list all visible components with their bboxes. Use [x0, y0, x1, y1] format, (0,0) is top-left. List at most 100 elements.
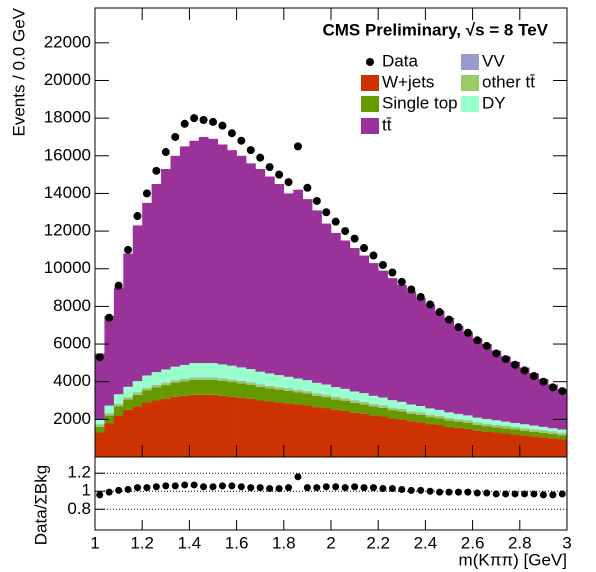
- ratio-point: [228, 482, 236, 490]
- bar-segment: [104, 405, 115, 414]
- y-tick-label: 2000: [53, 409, 91, 428]
- bar-segment: [472, 338, 483, 418]
- bar-segment: [340, 410, 351, 457]
- bar-segment: [482, 423, 492, 425]
- bar-segment: [425, 415, 436, 418]
- data-point: [199, 116, 208, 125]
- bar-segment: [491, 424, 502, 426]
- data-point: [237, 136, 246, 145]
- legend-marker: [366, 58, 374, 66]
- bar-segment: [302, 405, 313, 457]
- bar-segment: [246, 369, 256, 383]
- bar-segment: [491, 427, 502, 433]
- bar-segment: [463, 420, 473, 422]
- bar-segment: [463, 421, 473, 423]
- bar-segment: [123, 409, 134, 457]
- bar-segment: [331, 399, 341, 410]
- bar-segment: [113, 403, 124, 405]
- bar-segment: [500, 421, 511, 426]
- bar-segment: [434, 415, 445, 417]
- legend-label: other tt̄: [482, 72, 535, 91]
- bar-segment: [406, 411, 417, 414]
- bar-segment: [179, 378, 190, 380]
- bar-segment: [359, 393, 370, 402]
- bar-segment: [519, 428, 530, 429]
- bar-segment: [123, 399, 134, 410]
- bar-segment: [359, 401, 370, 403]
- bar-segment: [321, 394, 332, 396]
- bar-segment: [293, 404, 303, 457]
- bar-segment: [529, 431, 539, 437]
- bar-segment: [387, 407, 398, 409]
- bar-segment: [529, 436, 539, 457]
- bar-segment: [519, 430, 530, 436]
- bar-segment: [359, 402, 370, 405]
- y-tick-label: 8000: [53, 296, 91, 315]
- bar-segment: [132, 394, 143, 407]
- bar-segment: [274, 184, 285, 376]
- bar-segment: [161, 398, 171, 457]
- bar-segment: [331, 397, 341, 400]
- bar-segment: [151, 372, 162, 385]
- bar-segment: [189, 379, 200, 395]
- bar-segment: [444, 418, 455, 421]
- ratio-point: [511, 490, 519, 498]
- bar-segment: [274, 375, 285, 388]
- y-tick-label: 10000: [44, 258, 91, 277]
- data-point: [114, 281, 123, 290]
- data-point: [161, 148, 170, 157]
- bar-segment: [491, 350, 502, 421]
- legend-swatch: [461, 75, 479, 91]
- data-point: [445, 315, 453, 324]
- ratio-point: [162, 482, 170, 490]
- legend-swatch: [461, 96, 479, 112]
- legend-label: tt̄: [382, 115, 392, 134]
- bar-segment: [378, 397, 388, 406]
- data-point: [463, 328, 472, 337]
- data-point: [407, 285, 416, 294]
- bar-segment: [548, 428, 558, 432]
- bar-segment: [236, 367, 247, 381]
- bar-segment: [132, 225, 143, 382]
- data-point: [511, 360, 520, 369]
- data-point: [520, 366, 529, 375]
- bar-segment: [548, 438, 558, 457]
- y-tick-label: 1: [82, 481, 91, 500]
- bar-segment: [368, 404, 379, 407]
- bar-segment: [217, 380, 228, 396]
- ratio-point: [445, 488, 453, 496]
- bar-segment: [161, 383, 171, 386]
- bar-segment: [293, 378, 303, 390]
- data-point: [95, 353, 104, 362]
- bar-segment: [482, 424, 492, 427]
- data-point: [539, 377, 548, 386]
- bar-segment: [255, 371, 266, 385]
- bar-segment: [519, 367, 530, 425]
- bar-segment: [236, 397, 247, 457]
- bar-segment: [161, 385, 171, 399]
- data-point: [246, 146, 255, 155]
- bar-segment: [264, 385, 275, 387]
- ratio-point: [237, 483, 245, 491]
- bar-segment: [255, 386, 266, 401]
- ratio-point: [360, 484, 368, 492]
- x-tick-label: 1.4: [178, 533, 202, 552]
- y-tick-label: 0.8: [67, 499, 91, 518]
- ratio-point: [369, 484, 377, 492]
- data-point: [454, 323, 463, 332]
- bar-segment: [434, 409, 445, 416]
- bar-segment: [255, 384, 266, 386]
- bar-segment: [368, 415, 379, 457]
- bar-segment: [274, 389, 285, 403]
- data-point: [218, 121, 227, 130]
- bar-segment: [217, 144, 228, 365]
- bar-segment: [425, 304, 436, 409]
- bar-segment: [113, 415, 124, 457]
- bar-segment: [246, 398, 256, 457]
- bar-segment: [208, 379, 219, 395]
- x-tick-label: 2.6: [461, 533, 485, 552]
- bar-segment: [340, 398, 351, 401]
- bar-segment: [321, 397, 332, 409]
- bar-segment: [444, 426, 455, 457]
- data-point: [416, 292, 425, 301]
